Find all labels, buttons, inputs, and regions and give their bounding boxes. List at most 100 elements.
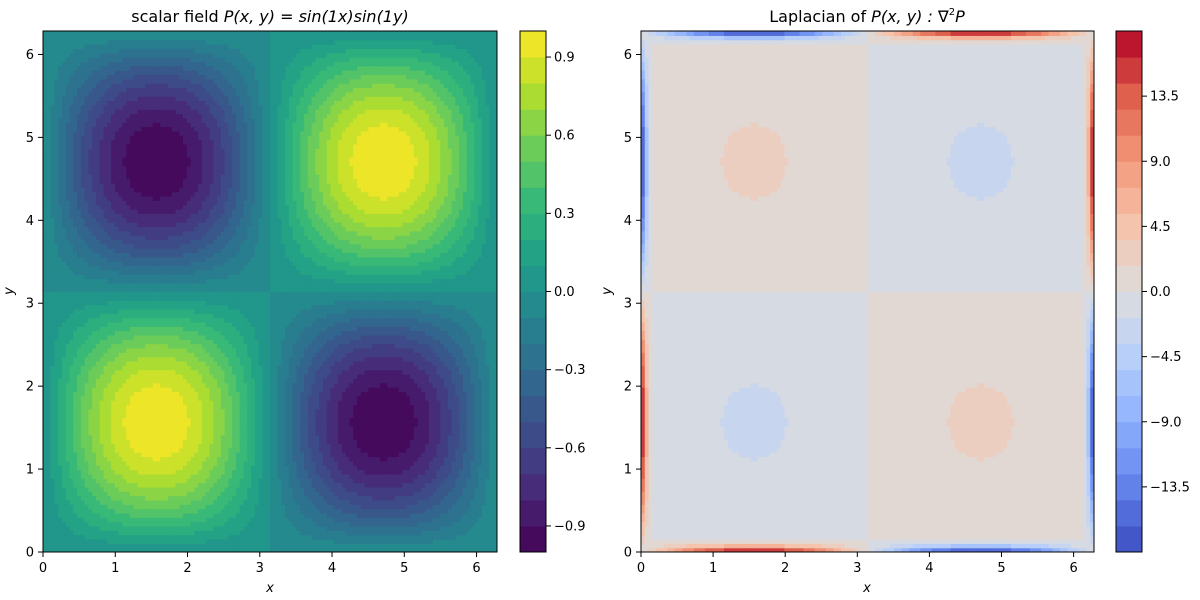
contour-cell xyxy=(387,538,392,544)
contour-cell xyxy=(65,460,71,466)
contour-cell xyxy=(130,421,135,427)
contour-cell xyxy=(338,486,343,492)
contour-cell xyxy=(103,491,108,497)
contour-cell xyxy=(413,382,419,388)
contour-cell xyxy=(391,512,396,518)
contour-cell xyxy=(65,443,71,449)
contour-cell xyxy=(444,413,449,419)
contour-cell xyxy=(326,521,332,527)
contour-cell xyxy=(489,417,494,423)
contour-cell xyxy=(103,430,108,436)
contour-cell xyxy=(391,456,396,462)
contour-cell xyxy=(285,517,290,523)
contour-cell xyxy=(444,465,449,471)
contour-cell xyxy=(205,499,211,505)
contour-cell xyxy=(50,473,55,479)
contour-cell xyxy=(277,456,282,462)
contour-cell xyxy=(209,430,214,436)
contour-cell xyxy=(69,378,74,384)
contour-cell xyxy=(114,460,120,466)
contour-cell xyxy=(357,417,362,423)
contour-cell xyxy=(235,395,241,401)
contour-cell xyxy=(107,413,112,419)
contour-cell xyxy=(118,443,124,449)
contour-cell xyxy=(326,417,332,423)
contour-cell xyxy=(417,382,422,388)
contour-cell xyxy=(440,417,445,423)
contour-cell xyxy=(198,391,203,397)
contour-cell xyxy=(292,543,298,549)
contour-cell xyxy=(213,473,218,479)
contour-cell xyxy=(330,517,335,523)
contour-cell xyxy=(345,447,351,453)
contour-cell xyxy=(440,382,445,388)
contour-cell xyxy=(111,400,116,405)
contour-cell xyxy=(190,521,195,527)
contour-cell xyxy=(281,434,286,440)
contour-cell xyxy=(444,417,449,423)
contour-cell xyxy=(474,408,479,414)
contour-cell xyxy=(141,373,146,379)
contour-cell xyxy=(58,400,63,405)
contour-cell xyxy=(111,413,116,419)
contour-cell xyxy=(315,469,320,475)
contour-cell xyxy=(281,369,286,375)
contour-cell xyxy=(148,439,154,445)
contour-cell xyxy=(148,512,154,518)
contour-cell xyxy=(413,452,419,458)
contour-cell xyxy=(338,452,343,458)
contour-cell xyxy=(447,387,453,392)
contour-cell xyxy=(364,452,369,458)
contour-cell xyxy=(455,378,460,384)
contour-cell xyxy=(481,491,487,497)
contour-cell xyxy=(451,404,456,410)
contour-cell xyxy=(65,517,71,523)
contour-cell xyxy=(152,404,158,410)
contour-cell xyxy=(315,499,320,505)
contour-cell xyxy=(156,508,161,514)
contour-cell xyxy=(209,530,214,536)
contour-cell xyxy=(220,504,226,510)
contour-cell xyxy=(95,469,101,475)
contour-cell xyxy=(239,443,245,449)
contour-cell xyxy=(270,404,275,410)
contour-cell xyxy=(338,521,343,527)
contour-cell xyxy=(175,382,180,388)
contour-cell xyxy=(459,404,464,410)
contour-cell xyxy=(447,504,453,510)
contour-cell xyxy=(432,508,438,514)
contour-cell xyxy=(77,382,82,388)
contour-cell xyxy=(459,417,464,423)
contour-cell xyxy=(273,469,279,475)
contour-cell xyxy=(341,387,347,392)
contour-cell xyxy=(213,508,218,514)
contour-cell xyxy=(182,512,188,518)
contour-cell xyxy=(444,530,449,536)
contour-cell xyxy=(436,491,441,497)
contour-cell xyxy=(349,460,354,466)
contour-cell xyxy=(319,421,324,427)
contour-cell xyxy=(353,430,358,436)
contour-cell xyxy=(288,469,294,475)
contour-cell xyxy=(243,456,248,462)
contour-cell xyxy=(164,400,169,405)
contour-cell xyxy=(77,452,82,458)
contour-cell xyxy=(182,391,188,397)
contour-cell xyxy=(175,408,180,414)
contour-cell xyxy=(311,447,316,453)
contour-cell xyxy=(288,417,294,423)
contour-cell xyxy=(394,495,400,501)
contour-cell xyxy=(77,517,82,523)
contour-cell xyxy=(372,538,377,544)
contour-cell xyxy=(402,525,407,531)
contour-cell xyxy=(292,378,298,384)
contour-cell xyxy=(485,456,491,462)
contour-cell xyxy=(111,447,116,453)
contour-cell xyxy=(43,413,48,419)
contour-cell xyxy=(80,482,86,488)
contour-cell xyxy=(383,473,388,479)
contour-cell xyxy=(46,517,52,523)
contour-cell xyxy=(99,486,105,492)
contour-cell xyxy=(58,530,63,536)
contour-cell xyxy=(73,521,78,527)
